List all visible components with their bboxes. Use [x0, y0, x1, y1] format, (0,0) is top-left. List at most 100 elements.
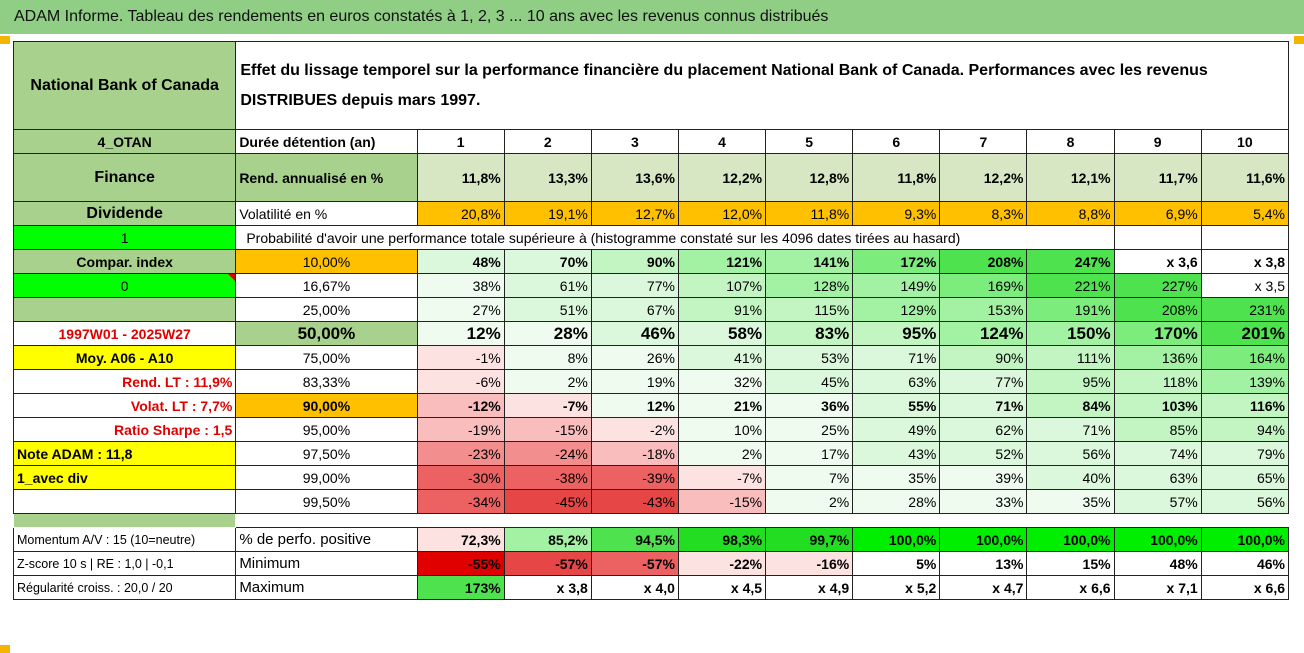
distribution-cell: -2%: [590, 417, 679, 442]
quantile-label: 83,33%: [235, 369, 418, 394]
distribution-cell: 35%: [852, 465, 941, 490]
positive-cell: 72,3%: [416, 527, 505, 552]
distribution-cell: 51%: [503, 297, 592, 322]
distribution-cell: 191%: [1026, 297, 1115, 322]
distribution-cell: -23%: [416, 441, 505, 466]
duree-label: Durée détention (an): [235, 129, 418, 154]
minimum-cell: 46%: [1200, 551, 1290, 576]
distribution-cell: 40%: [1026, 465, 1115, 490]
distribution-cell: 71%: [939, 393, 1028, 418]
vol-value: 9,3%: [852, 201, 941, 226]
positive-cell: 100,0%: [1200, 527, 1290, 552]
maximum-cell: x 6,6: [1200, 575, 1290, 600]
distribution-cell: 129%: [852, 297, 941, 322]
distribution-cell: 95%: [852, 321, 941, 346]
distribution-cell: 28%: [503, 321, 592, 346]
sharpe-label: Ratio Sharpe : 1,5: [12, 417, 237, 442]
distribution-cell: 67%: [590, 297, 679, 322]
distribution-cell: -6%: [416, 369, 505, 394]
distribution-cell: 77%: [590, 273, 679, 298]
quantile-label: 10,00%: [235, 249, 418, 274]
distribution-cell: 169%: [939, 273, 1028, 298]
distribution-cell: 2%: [503, 369, 592, 394]
distribution-cell: 118%: [1113, 369, 1202, 394]
distribution-cell: 91%: [677, 297, 767, 322]
distribution-cell: 45%: [765, 369, 854, 394]
fund-code: 4_OTAN: [12, 129, 237, 154]
empty-cell: [1113, 225, 1202, 250]
rend-value: 12,1%: [1026, 153, 1115, 202]
distribution-cell: 90%: [590, 249, 679, 274]
distribution-cell: 25%: [765, 417, 854, 442]
distribution-cell: 74%: [1113, 441, 1202, 466]
year-header: 7: [939, 129, 1028, 154]
distribution-cell: -1%: [416, 345, 505, 370]
year-header: 3: [590, 129, 679, 154]
distribution-cell: -7%: [503, 393, 592, 418]
rend-value: 13,3%: [503, 153, 592, 202]
distribution-cell: 26%: [590, 345, 679, 370]
distribution-cell: 32%: [677, 369, 767, 394]
distribution-cell: 103%: [1113, 393, 1202, 418]
positive-cell: 100,0%: [939, 527, 1028, 552]
positive-cell: 85,2%: [503, 527, 592, 552]
proba-label: Probabilité d'avoir une performance tota…: [235, 225, 1115, 250]
distribution-cell: 149%: [852, 273, 941, 298]
distribution-cell: 35%: [1026, 489, 1115, 514]
distribution-cell: 2%: [765, 489, 854, 514]
distribution-cell: 83%: [765, 321, 854, 346]
distribution-cell: 90%: [939, 345, 1028, 370]
spacer-cell: [12, 513, 237, 528]
maximum-cell: 173%: [416, 575, 505, 600]
distribution-cell: 53%: [765, 345, 854, 370]
distribution-cell: x 3,6: [1113, 249, 1202, 274]
rend-lt-label: Rend. LT : 11,9%: [12, 369, 237, 394]
spacer-cell: [236, 514, 1289, 528]
distribution-cell: 33%: [939, 489, 1028, 514]
maximum-cell: x 4,5: [677, 575, 767, 600]
positive-cell: 100,0%: [1113, 527, 1202, 552]
quantile-label: 16,67%: [235, 273, 418, 298]
distribution-cell: 7%: [765, 465, 854, 490]
moy-label: Moy. A06 - A10: [12, 345, 237, 370]
distribution-cell: 12%: [416, 321, 505, 346]
year-header: 4: [677, 129, 767, 154]
distribution-cell: 95%: [1026, 369, 1115, 394]
distribution-cell: 115%: [765, 297, 854, 322]
distribution-cell: 111%: [1026, 345, 1115, 370]
distribution-cell: 62%: [939, 417, 1028, 442]
distribution-cell: 208%: [939, 249, 1028, 274]
positive-cell: 100,0%: [1026, 527, 1115, 552]
positive-cell: 98,3%: [677, 527, 767, 552]
year-header: 6: [852, 129, 941, 154]
distribution-cell: -15%: [677, 489, 767, 514]
avec-div-label: 1_avec div: [12, 465, 237, 490]
distribution-cell: 43%: [852, 441, 941, 466]
vol-value: 20,8%: [416, 201, 505, 226]
distribution-cell: -38%: [503, 465, 592, 490]
sector-label: Finance: [12, 153, 237, 202]
distribution-cell: 84%: [1026, 393, 1115, 418]
distribution-cell: 56%: [1200, 489, 1290, 514]
distribution-cell: 221%: [1026, 273, 1115, 298]
distribution-cell: -12%: [416, 393, 505, 418]
distribution-cell: 77%: [939, 369, 1028, 394]
fund-description: Effet du lissage temporel sur la perform…: [235, 41, 1289, 130]
fund-name: National Bank of Canada: [12, 41, 237, 130]
distribution-cell: 231%: [1200, 297, 1290, 322]
distribution-cell: 201%: [1200, 321, 1290, 346]
left-empty: [12, 297, 237, 322]
distribution-cell: 79%: [1200, 441, 1290, 466]
distribution-cell: 227%: [1113, 273, 1202, 298]
rend-value: 11,7%: [1113, 153, 1202, 202]
distribution-cell: 63%: [852, 369, 941, 394]
vol-value: 8,8%: [1026, 201, 1115, 226]
year-header: 2: [503, 129, 592, 154]
empty-cell: [1200, 225, 1290, 250]
distribution-cell: 61%: [503, 273, 592, 298]
maximum-cell: x 4,0: [590, 575, 679, 600]
maximum-label: Maximum: [235, 575, 418, 600]
distribution-cell: 208%: [1113, 297, 1202, 322]
distribution-cell: 46%: [590, 321, 679, 346]
distribution-cell: 139%: [1200, 369, 1290, 394]
